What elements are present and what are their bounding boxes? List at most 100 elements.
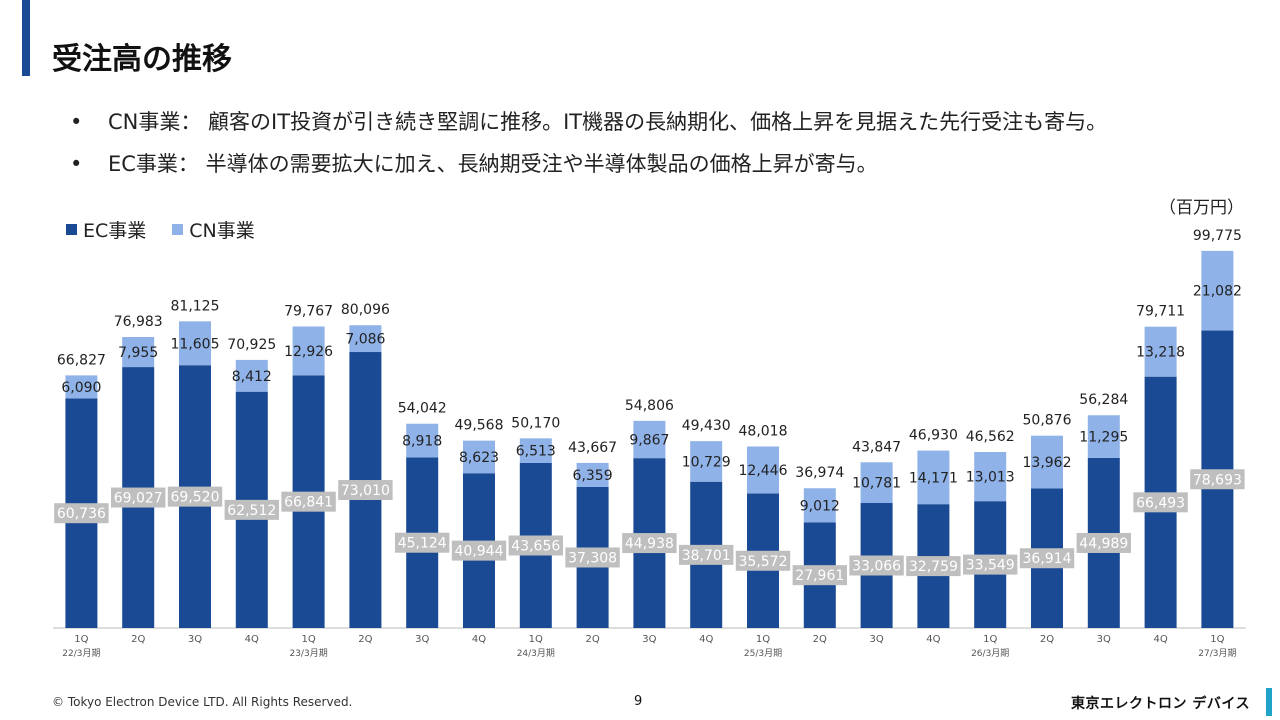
data-label-ec-17-bg [1019,548,1075,569]
data-label-ec-0-bg [54,503,109,524]
data-label-ec-2-bg [167,486,223,507]
data-label-cn-16: 13,013 [966,470,1015,486]
data-label-cn-5: 7,086 [345,332,385,348]
data-label-cn-18: 11,295 [1079,430,1128,446]
data-label-cn-20: 21,082 [1193,284,1242,300]
x-tick-label-17: 2Q [1040,634,1054,645]
data-label-cn-1: 7,955 [118,345,158,361]
bullet-ec: • EC事業： 半導体の需要拡大に加え、長納期受注や半導体製品の価格上昇が寄与。 [70,152,1107,176]
logo-accent-bar [1266,688,1272,716]
x-year-label-12: 25/3月期 [744,648,782,659]
data-label-cn-3: 8,412 [232,369,272,385]
legend-item-cn: CN事業 [172,216,255,243]
data-label-ec-14: 33,066 [852,559,901,575]
bar-cn-17 [1031,435,1063,489]
legend-item-ec: EC事業 [66,216,146,243]
x-year-label-20: 27/3月期 [1198,648,1236,659]
data-label-total-7: 49,568 [455,418,504,434]
x-tick-label-16: 1Q [983,634,997,645]
data-label-ec-8: 43,656 [511,538,560,554]
bar-cn-13 [803,488,836,523]
x-tick-label-10: 3Q [642,634,656,645]
data-label-ec-3: 62,512 [227,503,276,519]
data-label-total-3: 70,925 [227,337,276,353]
x-tick-label-1: 2Q [131,634,145,645]
x-tick-label-8: 1Q [529,634,543,645]
bar-cn-7 [463,440,495,474]
bullet-text-ec: EC事業： 半導体の需要拡大に加え、長納期受注や半導体製品の価格上昇が寄与。 [108,152,878,176]
bar-cn-9 [576,462,609,487]
data-label-total-9: 43,667 [568,440,617,456]
x-tick-label-5: 2Q [358,634,372,645]
bar-cn-3 [235,359,268,392]
data-label-total-0: 66,827 [57,352,106,368]
bar-cn-4 [292,326,325,376]
legend-swatch-ec [66,224,77,235]
data-label-total-4: 79,767 [284,303,333,319]
data-label-cn-2: 11,605 [171,336,220,352]
bullet-dot: • [70,110,83,134]
bar-cn-16 [974,451,1007,502]
x-tick-label-2: 3Q [188,634,202,645]
data-label-cn-14: 10,781 [852,476,901,492]
chart-legend: EC事業 CN事業 [66,216,255,243]
x-year-label-4: 23/3月期 [289,648,327,659]
bar-cn-6 [406,423,439,458]
data-label-cn-0: 6,090 [61,380,101,396]
data-label-ec-18-bg [1076,532,1131,553]
x-tick-label-14: 3Q [869,634,883,645]
data-label-ec-9-bg [565,547,620,568]
data-label-ec-20-bg [1190,469,1245,490]
bar-cn-8 [519,438,552,463]
data-label-cn-12: 12,446 [739,463,788,479]
data-label-ec-1: 69,027 [114,491,163,507]
data-label-ec-11-bg [679,544,734,565]
bullet-dot: • [70,152,83,176]
company-logo-text: 東京エレクトロン デバイス [1071,696,1250,712]
x-tick-label-3: 4Q [245,634,259,645]
bullet-list: • CN事業： 顧客のIT投資が引き続き堅調に推移。IT機器の長納期化、価格上昇を… [70,110,1107,194]
data-label-ec-9: 37,308 [568,550,617,566]
bar-cn-5 [349,325,382,353]
data-label-ec-13-bg [792,565,847,586]
x-tick-label-19: 4Q [1153,634,1167,645]
x-tick-label-13: 2Q [813,634,827,645]
data-label-ec-8-bg [508,535,563,556]
data-label-total-16: 46,562 [966,429,1015,445]
data-label-total-5: 80,096 [341,302,390,318]
x-year-label-0: 22/3月期 [62,648,100,659]
data-label-total-18: 56,284 [1079,392,1128,408]
bullet-text-cn: CN事業： 顧客のIT投資が引き続き堅調に推移。IT機器の長納期化、価格上昇を見… [108,110,1108,134]
legend-swatch-cn [172,224,184,235]
data-label-total-2: 81,125 [171,298,220,314]
data-label-total-1: 76,983 [114,314,163,330]
data-label-total-19: 79,711 [1136,304,1185,320]
data-label-ec-3-bg [224,499,279,520]
page-number: 9 [634,694,643,709]
x-tick-label-12: 1Q [756,634,770,645]
bar-cn-12 [747,446,779,494]
data-label-total-15: 46,930 [909,428,958,444]
data-label-total-10: 54,806 [625,398,674,414]
data-label-ec-17: 36,914 [1023,551,1072,567]
legend-label-cn: CN事業 [189,220,255,242]
data-label-ec-2: 69,520 [171,490,220,506]
bar-cn-18 [1087,415,1120,458]
bar-cn-19 [1144,326,1177,377]
data-label-ec-12-bg [735,550,791,571]
data-label-ec-5: 73,010 [341,483,390,499]
data-label-ec-4: 66,841 [284,495,333,511]
data-label-cn-4: 12,926 [284,344,333,360]
data-label-ec-10-bg [622,533,677,554]
data-label-ec-10: 44,938 [625,536,674,552]
x-tick-label-4: 1Q [301,634,315,645]
data-label-cn-19: 13,218 [1136,345,1185,361]
data-label-cn-10: 9,867 [629,432,669,448]
data-label-ec-6-bg [395,532,450,553]
x-tick-label-11: 4Q [699,634,713,645]
data-label-ec-1-bg [111,487,166,508]
data-label-total-11: 49,430 [682,418,731,434]
data-label-ec-18: 44,989 [1079,536,1128,552]
data-label-total-20: 99,775 [1193,228,1242,244]
